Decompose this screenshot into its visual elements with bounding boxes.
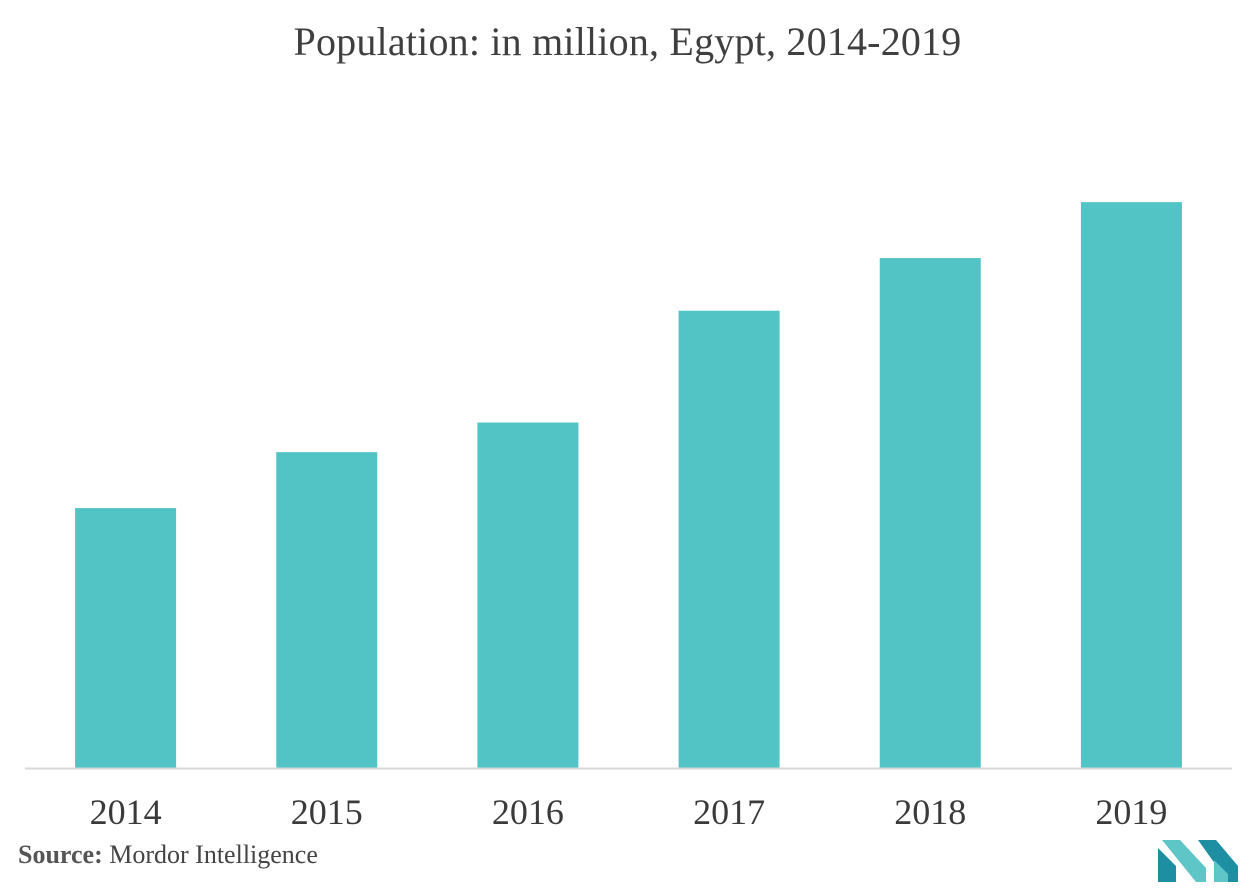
source-label: Source: (18, 840, 103, 869)
bar-2016 (477, 422, 579, 768)
chart-title: Population: in million, Egypt, 2014-2019 (293, 19, 962, 64)
x-tick-label-2018: 2018 (894, 792, 966, 832)
bar-2019 (1080, 202, 1182, 768)
bars-layer (75, 202, 1182, 768)
bar-2018 (879, 258, 981, 768)
x-tick-label-2019: 2019 (1095, 792, 1167, 832)
bar-2017 (678, 310, 780, 768)
mordor-intelligence-logo-icon (1158, 840, 1238, 882)
source-value: Mordor Intelligence (109, 840, 318, 869)
bar-2014 (75, 508, 177, 768)
source-note: Source: Mordor Intelligence (18, 840, 318, 870)
x-tick-labels: 2014 2015 2016 2017 2018 2019 (90, 792, 1168, 832)
x-tick-label-2017: 2017 (693, 792, 765, 832)
x-tick-label-2015: 2015 (291, 792, 363, 832)
x-tick-label-2014: 2014 (90, 792, 162, 832)
x-tick-label-2016: 2016 (492, 792, 564, 832)
bar-2015 (276, 452, 378, 768)
